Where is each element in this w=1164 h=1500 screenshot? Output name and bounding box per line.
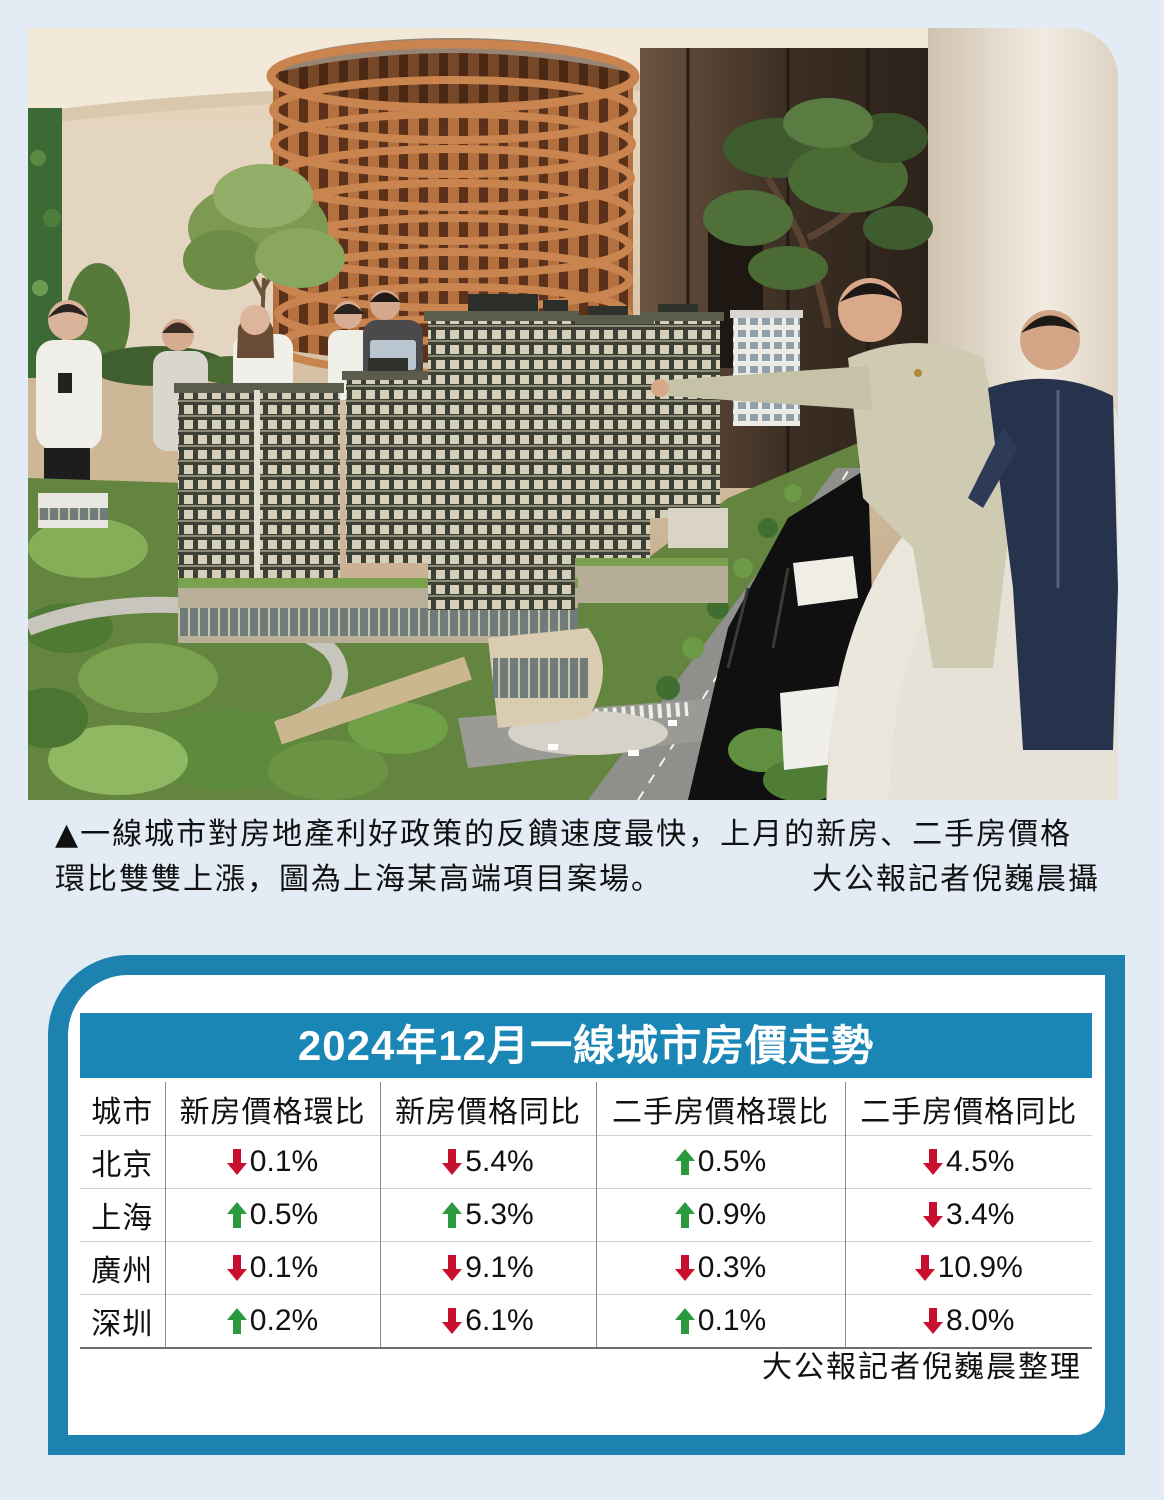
cell-resale-mom: 0.3% (595, 1241, 845, 1295)
change-value: 8.0% (946, 1304, 1015, 1337)
table-title-bar: 2024年12月一線城市房價走勢 (80, 1013, 1092, 1078)
caption-line-2: 環比雙雙上漲，圖為上海某高端項目案場。 (55, 862, 663, 897)
rotunda-ring (269, 76, 637, 144)
arrow-down-icon (923, 1149, 944, 1175)
change-value: 0.1% (249, 1145, 319, 1178)
caption-line-1: ▲一線城市對房地產利好政策的反饋速度最快，上月的新房、二手房價格 (55, 817, 1073, 852)
arrow-up-icon (442, 1202, 463, 1228)
city-cell: 上海 (80, 1188, 165, 1242)
model-tower-a (174, 383, 344, 590)
man-navy-jacket (968, 310, 1118, 750)
change-value: 0.1% (249, 1251, 319, 1284)
price-table-body: 北京 0.1% 5.4% 0.5% 4.5% 上海 0.5% 5.3% 0.9% 3.4% 廣州 0.… (80, 1135, 1092, 1349)
tree-bonsai-right (703, 98, 933, 329)
model-podium-right (568, 508, 728, 603)
table-frame: 2024年12月一線城市房價走勢 城市 新房價格環比 新房價格同比 二手房價格環… (48, 955, 1125, 1455)
header-new-home-mom: 新房價格環比 (164, 1082, 380, 1136)
change-value: 0.2% (249, 1304, 319, 1337)
arrow-down-icon (442, 1149, 463, 1175)
table-row: 廣州 0.1% 9.1% 0.3% 10.9% (80, 1241, 1092, 1295)
change-value: 0.3% (697, 1251, 767, 1284)
table-row: 深圳 0.2% 6.1% 0.1% 8.0% (80, 1294, 1092, 1349)
cell-new-home-yoy: 5.4% (379, 1135, 596, 1189)
lapel-pin (914, 369, 922, 377)
city-cell: 北京 (80, 1135, 165, 1189)
model-tower-c (424, 294, 579, 610)
pond-pavilion (793, 556, 858, 606)
arrow-down-icon (442, 1255, 463, 1281)
photo-credit: 大公報記者倪巍晨攝 (812, 862, 1100, 897)
cell-new-home-yoy: 5.3% (379, 1188, 596, 1242)
table-row: 上海 0.5% 5.3% 0.9% 3.4% (80, 1188, 1092, 1242)
header-new-home-yoy: 新房價格同比 (379, 1082, 596, 1136)
cell-new-home-mom: 0.2% (164, 1294, 380, 1349)
change-value: 3.4% (946, 1198, 1015, 1231)
cell-resale-mom: 0.1% (595, 1294, 845, 1349)
header-resale-yoy: 二手房價格同比 (844, 1082, 1092, 1136)
arrow-down-icon (226, 1255, 247, 1281)
photo-illustration (28, 28, 1118, 800)
cell-new-home-yoy: 9.1% (379, 1241, 596, 1295)
change-value: 10.9% (937, 1251, 1023, 1284)
model-tower-b (342, 358, 434, 563)
cell-resale-mom: 0.9% (595, 1188, 845, 1242)
arrow-up-icon (674, 1202, 695, 1228)
man-pointing (651, 278, 1013, 668)
change-value: 6.1% (465, 1304, 534, 1337)
arrow-down-icon (914, 1255, 935, 1281)
pointing-hand (651, 379, 669, 397)
city-cell: 深圳 (80, 1294, 165, 1349)
city-cell: 廣州 (80, 1241, 165, 1295)
rotunda-ring (266, 39, 640, 113)
model-round-retail (488, 628, 603, 728)
arrow-down-icon (674, 1255, 695, 1281)
header-city: 城市 (91, 1095, 154, 1129)
arrow-down-icon (923, 1202, 944, 1228)
price-table: 城市 新房價格環比 新房價格同比 二手房價格環比 二手房價格同比 北京 0.1% 5… (80, 1082, 1092, 1349)
change-value: 4.5% (946, 1145, 1015, 1178)
header-resale-mom: 二手房價格環比 (595, 1082, 845, 1136)
cell-resale-mom: 0.5% (595, 1135, 845, 1189)
cell-new-home-yoy: 6.1% (379, 1294, 596, 1349)
model-tower-e (641, 304, 724, 518)
arrow-up-icon (674, 1308, 695, 1334)
arrow-down-icon (442, 1308, 463, 1334)
table-row: 北京 0.1% 5.4% 0.5% 4.5% (80, 1135, 1092, 1189)
sales-gallery-photo (28, 28, 1118, 800)
model-tower-d (564, 306, 654, 565)
model-low-building-left (38, 493, 108, 528)
cell-resale-yoy: 8.0% (844, 1294, 1092, 1349)
change-value: 0.5% (697, 1145, 767, 1178)
change-value: 5.4% (465, 1145, 534, 1178)
arrow-up-icon (674, 1149, 695, 1175)
change-value: 0.1% (697, 1304, 767, 1337)
cell-resale-yoy: 10.9% (844, 1241, 1092, 1295)
cell-resale-yoy: 3.4% (844, 1188, 1092, 1242)
pond-pavilion (780, 686, 843, 770)
arrow-up-icon (226, 1308, 247, 1334)
model-podium (178, 578, 578, 643)
cell-resale-yoy: 4.5% (844, 1135, 1092, 1189)
rotunda-ring (270, 110, 636, 178)
change-value: 0.5% (249, 1198, 319, 1231)
change-value: 5.3% (465, 1198, 534, 1231)
change-value: 0.9% (697, 1198, 767, 1231)
model-dark-pond (688, 468, 878, 800)
table-source-credit: 大公報記者倪巍晨整理 (762, 1350, 1082, 1385)
model-skybridge (274, 656, 472, 745)
cell-new-home-mom: 0.5% (164, 1188, 380, 1242)
table-title: 2024年12月一線城市房價走勢 (297, 1022, 875, 1069)
photo-caption: ▲一線城市對房地產利好政策的反饋速度最快，上月的新房、二手房價格 環比雙雙上漲，… (55, 812, 1100, 902)
arrow-down-icon (226, 1149, 247, 1175)
caption-line-2-row: 環比雙雙上漲，圖為上海某高端項目案場。 大公報記者倪巍晨攝 (55, 857, 1100, 902)
arrow-down-icon (923, 1308, 944, 1334)
price-table-header: 城市 新房價格環比 新房價格同比 二手房價格環比 二手房價格同比 (80, 1082, 1092, 1136)
arrow-up-icon (226, 1202, 247, 1228)
header-row: 城市 新房價格環比 新房價格同比 二手房價格環比 二手房價格同比 (80, 1082, 1092, 1136)
table-panel: 2024年12月一線城市房價走勢 城市 新房價格環比 新房價格同比 二手房價格環… (68, 975, 1105, 1435)
model-tower-white (730, 310, 803, 426)
cell-new-home-mom: 0.1% (164, 1241, 380, 1295)
change-value: 9.1% (465, 1251, 534, 1284)
cell-new-home-mom: 0.1% (164, 1135, 380, 1189)
